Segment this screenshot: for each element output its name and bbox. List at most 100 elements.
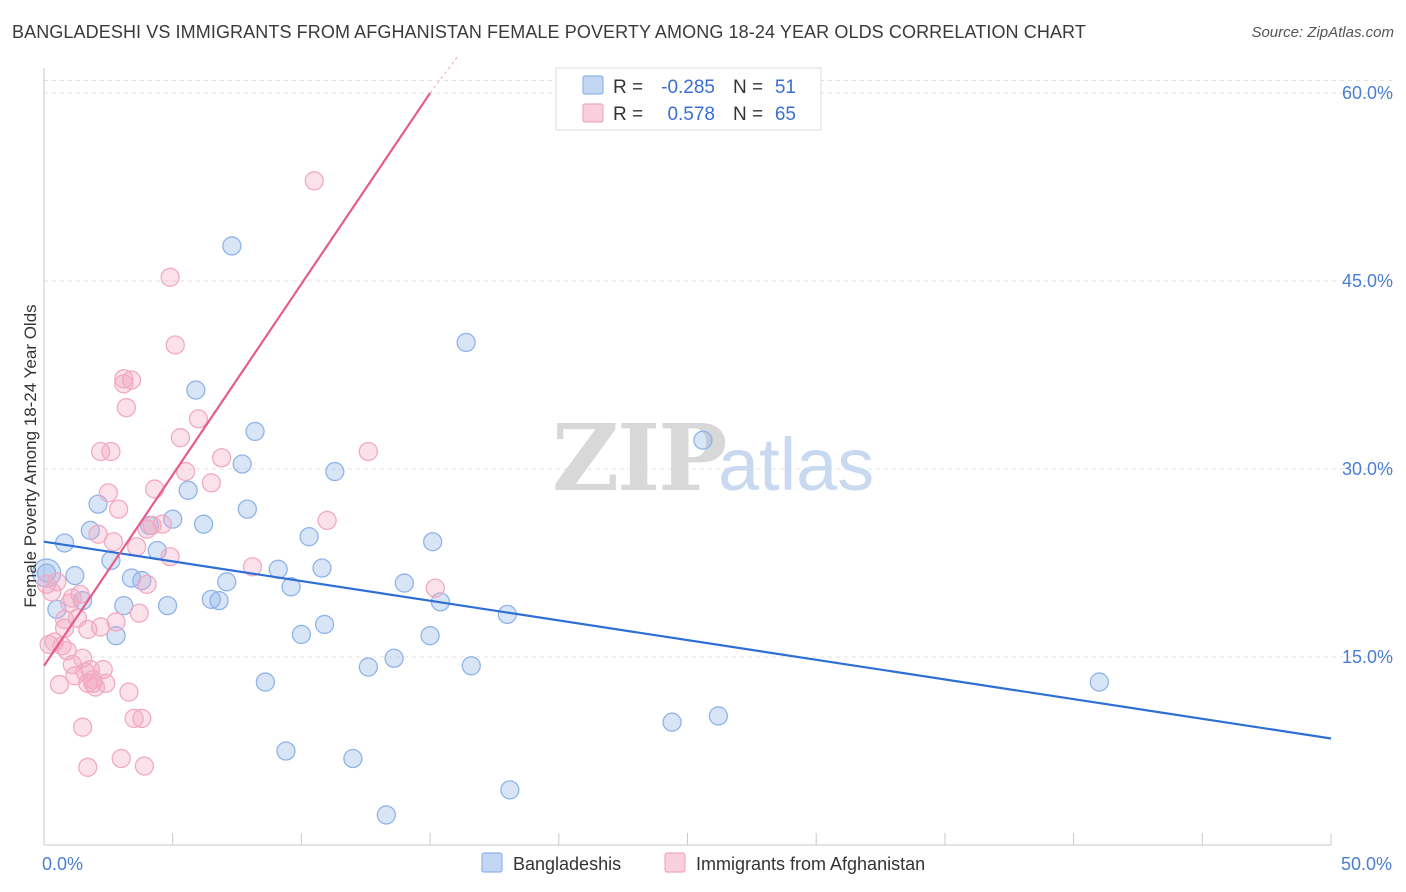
bangladeshi-point	[222, 236, 242, 256]
afghanistan-point	[317, 510, 337, 531]
bangladeshi-point	[693, 430, 713, 450]
afghanistan-point	[134, 756, 155, 776]
afghanistan-point	[160, 267, 180, 287]
afghanistan-point	[137, 574, 157, 594]
legend-n-label-0: N =	[733, 77, 763, 98]
legend-swatch-bangladeshis	[582, 75, 604, 95]
y-tick-label: 60.0%	[1342, 83, 1393, 103]
bangladeshi-point	[163, 509, 183, 529]
afghanistan-point	[201, 473, 221, 493]
bangladeshi-point	[186, 380, 206, 400]
bangladeshi-point	[394, 573, 415, 593]
legend-swatch-afghanistan	[582, 103, 604, 123]
bangladeshi-point	[193, 514, 214, 534]
chart-source: Source: ZipAtlas.com	[1251, 24, 1394, 41]
afghanistan-point	[145, 479, 165, 499]
afghanistan-point	[70, 584, 90, 605]
legend-n-value-0: 51	[775, 77, 796, 98]
afghanistan-point	[90, 617, 111, 637]
bangladeshi-point	[132, 570, 152, 591]
afghanistan-point	[142, 515, 162, 536]
afghanistan-point	[304, 171, 324, 191]
afghanistan-point	[242, 557, 263, 577]
bangladeshi-point	[291, 624, 312, 645]
bangladeshi-point	[237, 499, 257, 519]
afghanistan-points	[36, 171, 445, 777]
afghanistan-point	[108, 499, 129, 519]
bangladeshi-point	[281, 577, 301, 597]
y-tick-label: 45.0%	[1342, 271, 1393, 291]
afghanistan-point	[137, 519, 157, 539]
afghanistan-point	[425, 578, 445, 598]
bangladeshi-point	[358, 657, 378, 677]
afghanistan-point	[101, 441, 121, 462]
afghanistan-point	[127, 537, 147, 557]
afghanistan-point	[152, 514, 173, 534]
bangladeshi-point	[217, 572, 237, 592]
bangladeshi-point	[343, 748, 363, 769]
afghanistan-point	[358, 441, 378, 462]
x-ticks	[172, 833, 1332, 845]
legend-n-value-1: 65	[775, 104, 796, 125]
afghanistan-point	[132, 708, 152, 729]
afghanistan-point	[121, 370, 142, 390]
bangladeshi-point	[420, 626, 440, 646]
bangladeshi-point	[201, 589, 221, 610]
afghanistan-trend-line	[43, 92, 432, 667]
series-legend-swatch-afghanistan	[664, 852, 686, 873]
bangladeshi-trend-line	[43, 540, 1332, 740]
bangladeshi-point	[1089, 672, 1109, 692]
afghanistan-point	[98, 483, 118, 503]
bangladeshis-points	[31, 236, 1109, 825]
y-tick-labels: 15.0% 30.0% 45.0% 60.0%	[1342, 83, 1393, 667]
bangladeshi-point	[456, 332, 476, 353]
stats-legend: R = -0.285 N = 51 R = 0.578 N = 65	[555, 67, 822, 131]
afghanistan-point	[78, 757, 98, 777]
bangladeshi-point	[384, 648, 404, 668]
afghanistan-point	[47, 572, 67, 592]
afghanistan-point	[119, 682, 139, 702]
x-tick-label-min: 0.0%	[42, 854, 83, 874]
afghanistan-point	[88, 524, 108, 544]
afghanistan-point	[175, 461, 196, 482]
afghanistan-point	[116, 397, 137, 418]
afghanistan-point	[129, 603, 149, 623]
afghanistan-point	[72, 717, 93, 737]
legend-n-label-1: N =	[733, 104, 763, 125]
afghanistan-point	[111, 748, 131, 769]
bangladeshi-point	[376, 805, 396, 825]
y-tick-label: 15.0%	[1342, 647, 1393, 667]
afghanistan-point	[170, 428, 191, 448]
series-legend: Bangladeshis Immigrants from Afghanistan	[481, 852, 925, 874]
bangladeshi-point	[708, 706, 729, 726]
bangladeshi-point	[662, 712, 682, 732]
bangladeshi-point	[312, 558, 332, 578]
bangladeshi-point	[106, 626, 126, 646]
afghanistan-point	[49, 674, 70, 695]
y-axis-label: Female Poverty Among 18-24 Year Olds	[21, 304, 40, 607]
bangladeshi-point	[114, 595, 134, 616]
legend-r-label-1: R =	[613, 104, 643, 125]
afghanistan-point	[85, 677, 106, 697]
watermark: ZIP atlas	[552, 404, 874, 512]
bangladeshi-point	[232, 454, 252, 474]
afghanistan-point	[96, 673, 116, 693]
bangladeshi-point	[276, 741, 296, 761]
afghanistan-trend-extension	[429, 55, 459, 94]
bangladeshi-point	[325, 461, 345, 482]
x-tick-label-max: 50.0%	[1341, 854, 1392, 874]
afghanistan-point	[90, 441, 111, 462]
watermark-atlas: atlas	[718, 423, 874, 506]
series-legend-swatch-bangladeshis	[481, 852, 503, 873]
afghanistan-point	[106, 612, 126, 632]
afghanistan-point	[165, 335, 185, 355]
afghanistan-point	[42, 582, 62, 602]
bangladeshi-point	[245, 421, 265, 442]
trend-lines	[43, 55, 1332, 740]
afghanistan-point	[124, 708, 144, 729]
bangladeshi-point	[178, 480, 198, 500]
bangladeshi-point	[299, 527, 319, 547]
bangladeshi-point	[314, 614, 335, 635]
legend-r-value-0: -0.285	[661, 77, 715, 98]
